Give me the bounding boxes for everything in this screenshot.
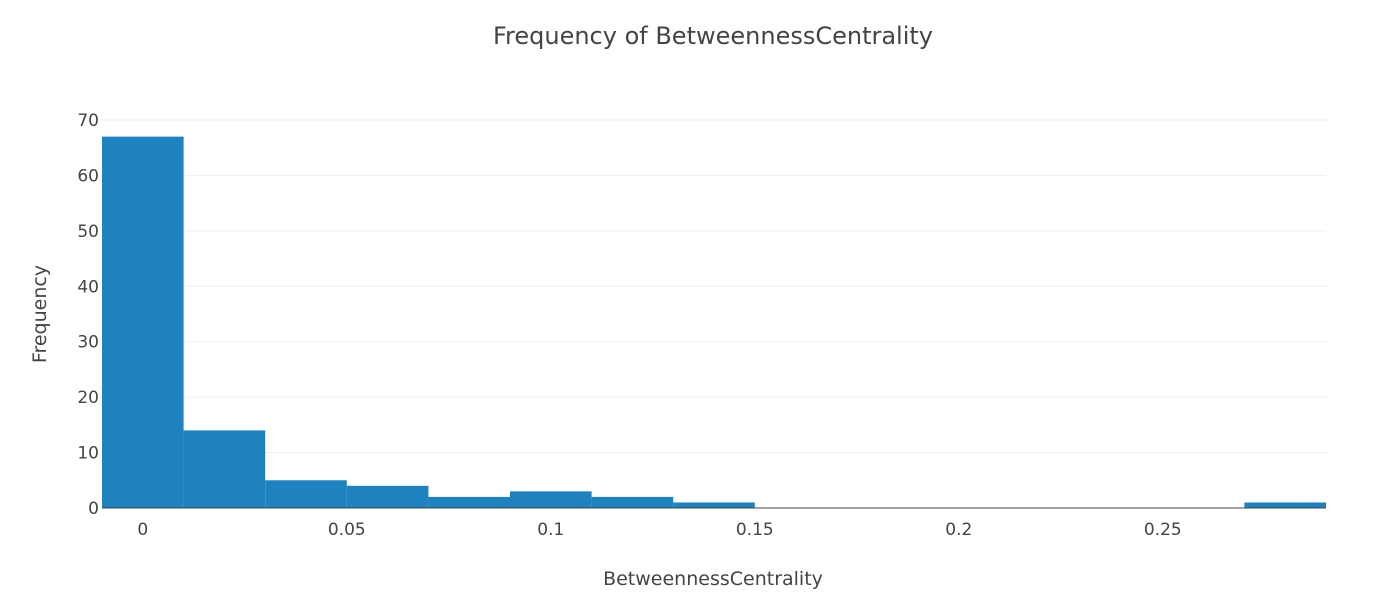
- bars: [102, 136, 1326, 508]
- histogram-bar: [102, 136, 184, 508]
- histogram-bar: [428, 496, 510, 508]
- y-tick-labels: 0 10 20 30 40 50 60 70: [77, 111, 99, 519]
- x-tick-labels: 0 0.05 0.1 0.15 0.2 0.25: [137, 520, 1181, 540]
- x-tick-label: 0.25: [1144, 520, 1182, 540]
- histogram-bar: [265, 480, 347, 508]
- chart-title: Frequency of BetweennessCentrality: [493, 22, 933, 50]
- x-tick-label: 0.15: [736, 520, 774, 540]
- y-tick-label: 10: [77, 444, 99, 464]
- x-axis-title: BetweennessCentrality: [603, 568, 823, 590]
- histogram-bar: [591, 496, 674, 508]
- x-tick-label: 0.2: [945, 520, 972, 540]
- gridlines: [102, 119, 1326, 454]
- y-tick-label: 40: [77, 277, 99, 297]
- y-axis-title: Frequency: [29, 265, 51, 363]
- y-tick-label: 60: [77, 166, 99, 186]
- histogram-bar: [510, 491, 592, 508]
- histogram-bar: [1244, 502, 1326, 508]
- x-tick-label: 0.05: [328, 520, 366, 540]
- histogram-bar: [673, 502, 755, 508]
- y-tick-label: 30: [77, 333, 99, 353]
- histogram-bar: [183, 430, 266, 508]
- y-tick-label: 70: [77, 111, 99, 131]
- x-tick-label: 0.1: [537, 520, 564, 540]
- histogram-bar: [346, 485, 429, 508]
- x-tick-label: 0: [137, 520, 148, 540]
- y-tick-label: 20: [77, 388, 99, 408]
- y-tick-label: 50: [77, 222, 99, 242]
- y-tick-label: 0: [88, 499, 99, 519]
